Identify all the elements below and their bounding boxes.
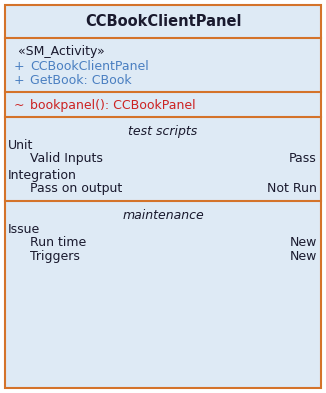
Text: Integration: Integration <box>8 169 77 182</box>
Text: test scripts: test scripts <box>128 125 198 138</box>
Text: bookpanel(): CCBookPanel: bookpanel(): CCBookPanel <box>30 99 196 112</box>
Text: Triggers: Triggers <box>30 250 80 263</box>
Text: New: New <box>289 250 317 263</box>
Text: Issue: Issue <box>8 223 40 236</box>
Text: CCBookClientPanel: CCBookClientPanel <box>85 14 241 29</box>
Text: Pass: Pass <box>289 152 317 165</box>
Text: GetBook: CBook: GetBook: CBook <box>30 74 132 87</box>
Text: +: + <box>14 74 25 87</box>
Text: Run time: Run time <box>30 236 86 249</box>
Text: +: + <box>14 60 25 73</box>
Text: Unit: Unit <box>8 139 33 152</box>
Text: «SM_Activity»: «SM_Activity» <box>18 45 105 58</box>
Text: CCBookClientPanel: CCBookClientPanel <box>30 60 149 73</box>
Text: Pass on output: Pass on output <box>30 182 122 195</box>
Text: maintenance: maintenance <box>122 209 204 222</box>
Text: Not Run: Not Run <box>267 182 317 195</box>
Text: New: New <box>289 236 317 249</box>
Text: Valid Inputs: Valid Inputs <box>30 152 103 165</box>
Text: ~: ~ <box>14 99 24 112</box>
